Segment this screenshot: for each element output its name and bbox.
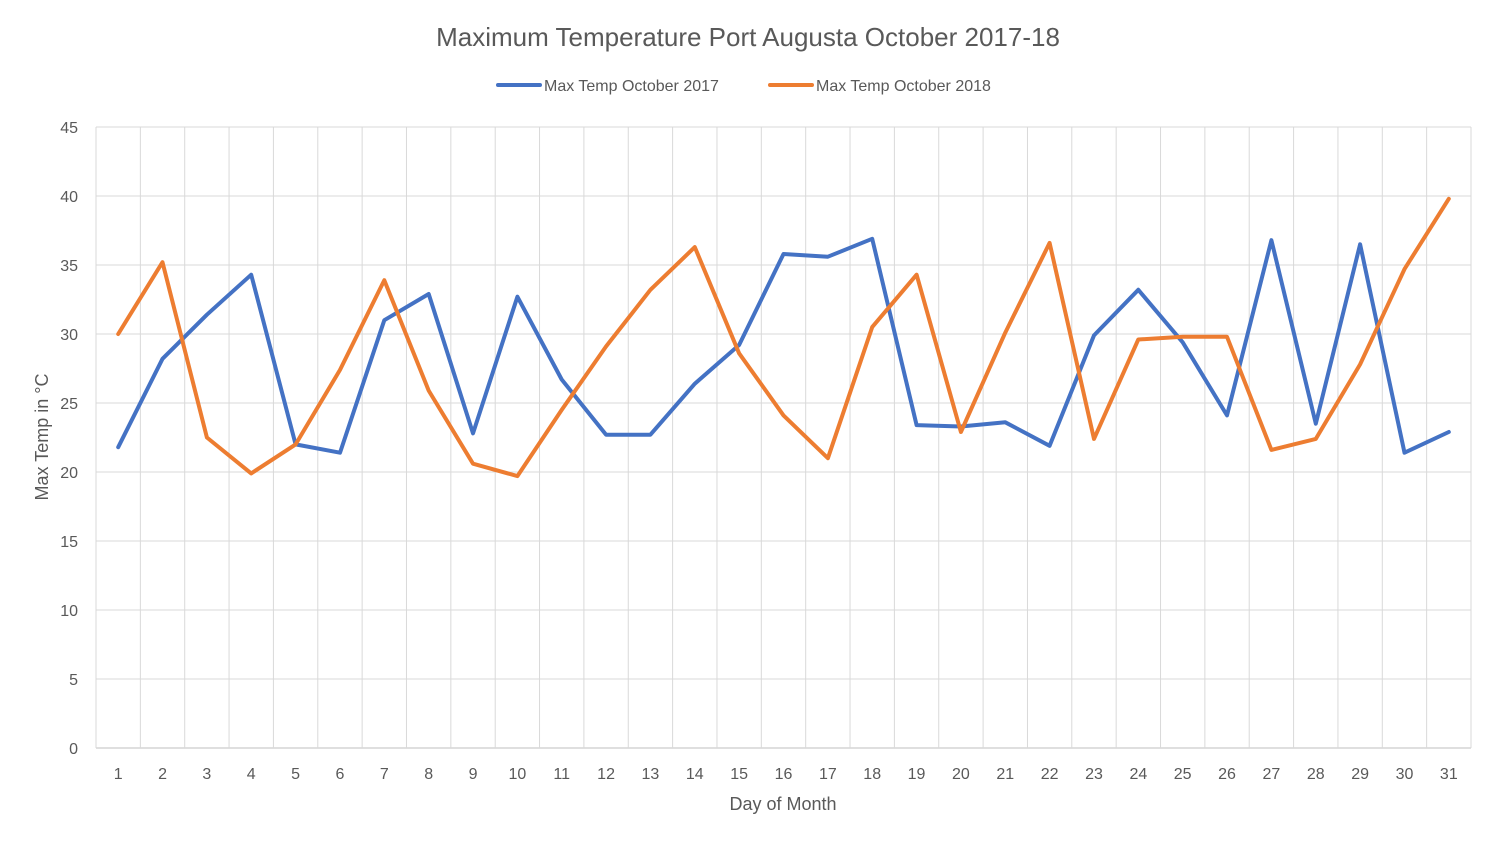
x-tick-label: 19 <box>908 766 926 783</box>
x-axis-ticks: 1 2 3 4 5 6 7 8 9 10 11 12 13 14 15 16 17 18 19 20 21 22 23 24 2… <box>114 766 1458 783</box>
legend-item: Max Temp October 2018 <box>768 78 991 95</box>
y-tick-label: 30 <box>60 327 78 344</box>
grid <box>95 126 1472 749</box>
x-tick-label: 16 <box>775 766 793 783</box>
legend-label: Max Temp October 2017 <box>544 78 719 95</box>
x-tick-label: 25 <box>1174 766 1192 783</box>
x-tick-label: 2 <box>158 766 167 783</box>
y-tick-label: 25 <box>60 396 78 413</box>
legend-item: Max Temp October 2017 <box>496 78 719 95</box>
x-tick-label: 22 <box>1041 766 1059 783</box>
x-tick-label: 24 <box>1129 766 1147 783</box>
series-lines <box>116 196 1451 479</box>
legend: Max Temp October 2017 Max Temp October 20… <box>496 78 991 95</box>
chart-title: Maximum Temperature Port Augusta October… <box>436 22 1060 52</box>
x-tick-label: 14 <box>686 766 704 783</box>
series-line-2018 <box>116 196 1451 479</box>
x-tick-label: 11 <box>553 766 570 783</box>
x-tick-label: 6 <box>335 766 344 783</box>
x-tick-label: 20 <box>952 766 970 783</box>
x-tick-label: 5 <box>291 766 300 783</box>
y-tick-label: 5 <box>69 672 78 689</box>
x-tick-label: 8 <box>424 766 433 783</box>
legend-label: Max Temp October 2018 <box>816 78 991 95</box>
x-tick-label: 4 <box>247 766 256 783</box>
y-tick-label: 15 <box>60 534 78 551</box>
y-tick-label: 20 <box>60 465 78 482</box>
y-tick-label: 40 <box>60 189 78 206</box>
y-axis-ticks: 0 5 10 15 20 25 30 35 40 45 <box>60 120 78 758</box>
x-tick-label: 28 <box>1307 766 1325 783</box>
series-line-2017 <box>116 236 1451 455</box>
x-tick-label: 10 <box>508 766 526 783</box>
y-tick-label: 0 <box>69 741 78 758</box>
x-tick-label: 15 <box>730 766 748 783</box>
x-tick-label: 29 <box>1351 766 1369 783</box>
y-tick-label: 10 <box>60 603 78 620</box>
x-tick-label: 1 <box>114 766 123 783</box>
x-tick-label: 27 <box>1263 766 1281 783</box>
x-tick-label: 26 <box>1218 766 1236 783</box>
y-tick-label: 35 <box>60 258 78 275</box>
x-tick-label: 17 <box>819 766 837 783</box>
y-tick-label: 45 <box>60 120 78 137</box>
x-axis-title: Day of Month <box>729 794 836 814</box>
x-tick-label: 9 <box>469 766 478 783</box>
x-tick-label: 7 <box>380 766 389 783</box>
x-tick-label: 31 <box>1440 766 1458 783</box>
x-tick-label: 12 <box>597 766 615 783</box>
x-tick-label: 30 <box>1396 766 1414 783</box>
x-tick-label: 3 <box>202 766 211 783</box>
x-tick-label: 13 <box>642 766 660 783</box>
y-axis-title: Max Temp in °C <box>32 374 52 501</box>
x-tick-label: 18 <box>863 766 881 783</box>
x-tick-label: 21 <box>996 766 1014 783</box>
x-tick-label: 23 <box>1085 766 1103 783</box>
